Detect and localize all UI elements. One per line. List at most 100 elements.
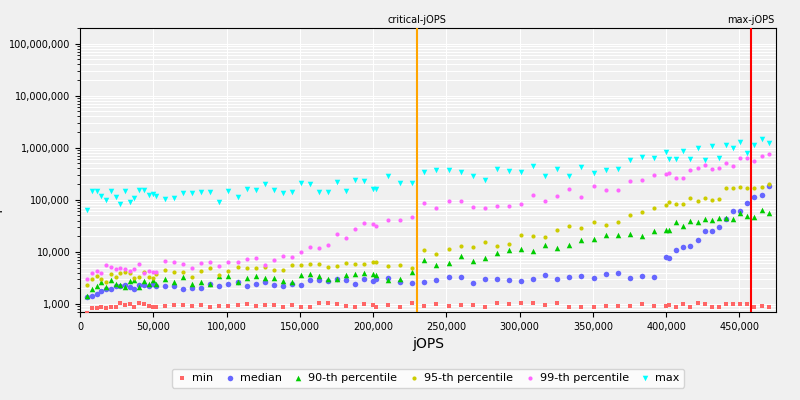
90-th percentile	[478, 255, 491, 261]
95-th percentile	[90, 272, 103, 279]
95-th percentile	[575, 225, 588, 232]
min	[677, 300, 690, 307]
max	[454, 168, 467, 175]
median	[748, 194, 761, 200]
max	[478, 177, 491, 183]
median	[623, 275, 636, 281]
median	[734, 208, 746, 214]
max	[670, 156, 682, 163]
99-th percentile	[142, 268, 155, 274]
median	[551, 276, 564, 282]
median	[303, 276, 316, 283]
min	[366, 302, 379, 308]
median	[466, 280, 479, 286]
99-th percentile	[726, 163, 739, 169]
max	[195, 189, 208, 195]
min	[394, 304, 406, 310]
99-th percentile	[128, 266, 141, 272]
max	[147, 191, 160, 197]
median	[186, 285, 198, 291]
max	[231, 194, 244, 200]
median	[755, 192, 768, 198]
95-th percentile	[303, 261, 316, 268]
max	[466, 173, 479, 179]
99-th percentile	[204, 259, 217, 266]
max	[684, 155, 697, 162]
min	[186, 303, 198, 309]
90-th percentile	[123, 278, 136, 284]
median	[128, 286, 141, 293]
95-th percentile	[322, 263, 334, 270]
95-th percentile	[213, 272, 226, 278]
95-th percentile	[466, 244, 479, 250]
min	[662, 302, 675, 308]
min	[150, 303, 162, 310]
90-th percentile	[648, 228, 661, 234]
99-th percentile	[587, 182, 600, 189]
99-th percentile	[349, 226, 362, 232]
min	[105, 304, 118, 310]
99-th percentile	[478, 205, 491, 211]
99-th percentile	[86, 270, 98, 276]
median	[677, 244, 690, 250]
95-th percentile	[286, 262, 298, 269]
95-th percentile	[587, 219, 600, 225]
99-th percentile	[95, 270, 108, 276]
max	[86, 188, 98, 194]
99-th percentile	[490, 203, 503, 210]
max	[286, 189, 298, 196]
median	[713, 224, 726, 230]
90-th percentile	[118, 284, 131, 290]
max	[118, 188, 131, 194]
median	[366, 278, 379, 284]
99-th percentile	[258, 262, 271, 268]
median	[142, 283, 155, 289]
90-th percentile	[231, 278, 244, 285]
95-th percentile	[394, 262, 406, 268]
95-th percentile	[109, 274, 122, 281]
min	[762, 304, 775, 310]
max	[719, 142, 732, 148]
95-th percentile	[330, 263, 343, 270]
99-th percentile	[168, 259, 181, 266]
max	[734, 138, 746, 145]
99-th percentile	[81, 275, 94, 282]
max	[142, 192, 155, 198]
median	[691, 237, 704, 243]
min	[442, 303, 455, 309]
median	[267, 282, 280, 288]
95-th percentile	[366, 259, 379, 266]
median	[635, 273, 648, 279]
max	[418, 169, 430, 176]
95-th percentile	[339, 260, 352, 267]
max	[442, 166, 455, 173]
90-th percentile	[133, 283, 146, 290]
max	[599, 167, 612, 174]
90-th percentile	[748, 214, 761, 220]
90-th percentile	[713, 215, 726, 222]
max	[713, 154, 726, 161]
90-th percentile	[213, 273, 226, 280]
90-th percentile	[406, 269, 418, 276]
max	[648, 155, 661, 161]
95-th percentile	[677, 201, 690, 208]
min	[147, 303, 160, 310]
90-th percentile	[150, 281, 162, 288]
median	[177, 286, 190, 292]
max	[366, 186, 379, 193]
99-th percentile	[90, 268, 103, 274]
max	[95, 192, 108, 199]
median	[660, 254, 673, 260]
99-th percentile	[755, 152, 768, 159]
max	[222, 188, 235, 194]
max	[240, 186, 253, 192]
99-th percentile	[599, 186, 612, 193]
median	[490, 276, 503, 282]
99-th percentile	[159, 258, 172, 265]
90-th percentile	[706, 217, 718, 223]
min	[575, 303, 588, 310]
95-th percentile	[698, 195, 711, 201]
median	[123, 284, 136, 290]
95-th percentile	[81, 281, 94, 288]
90-th percentile	[502, 247, 515, 253]
